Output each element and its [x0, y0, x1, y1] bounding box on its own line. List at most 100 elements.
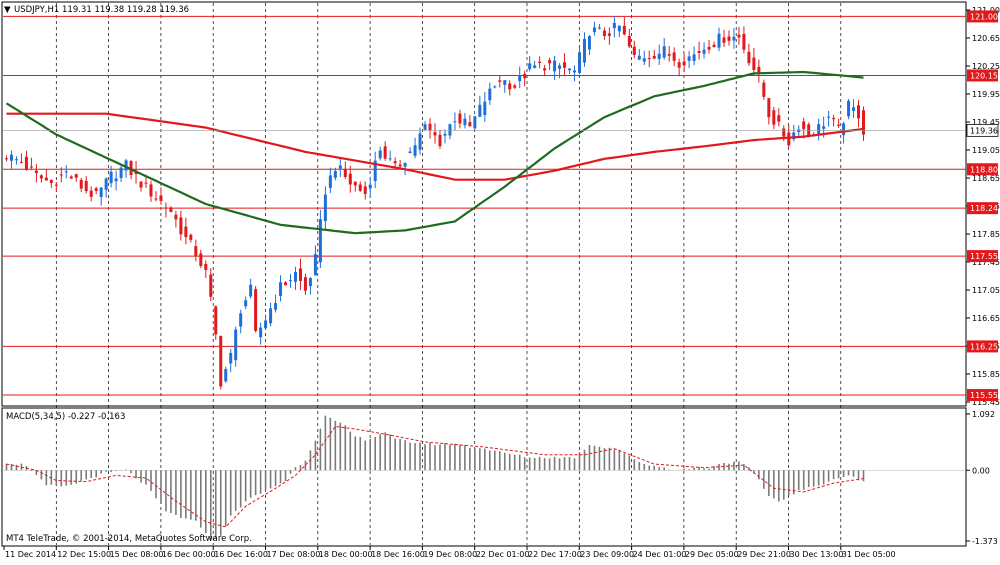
candle[interactable]	[149, 180, 153, 202]
candle[interactable]	[84, 176, 88, 194]
candle[interactable]	[219, 335, 223, 390]
candle[interactable]	[24, 150, 28, 171]
candle[interactable]	[832, 114, 836, 127]
candle[interactable]	[79, 177, 83, 193]
candle[interactable]	[44, 169, 48, 181]
candle[interactable]	[777, 108, 781, 127]
candle[interactable]	[388, 150, 392, 162]
candle[interactable]	[433, 123, 437, 144]
candle[interactable]	[199, 249, 203, 269]
candle[interactable]	[418, 127, 422, 155]
candle[interactable]	[259, 322, 263, 345]
candle[interactable]	[124, 158, 128, 179]
candle[interactable]	[269, 302, 273, 327]
candle[interactable]	[637, 49, 641, 61]
candle[interactable]	[478, 95, 482, 118]
candle[interactable]	[558, 63, 562, 79]
candle[interactable]	[14, 156, 18, 165]
candle[interactable]	[717, 27, 721, 52]
candle[interactable]	[737, 26, 741, 45]
candle[interactable]	[443, 129, 447, 144]
candle[interactable]	[543, 64, 547, 76]
candle[interactable]	[438, 130, 442, 149]
candle[interactable]	[398, 159, 402, 169]
candle[interactable]	[483, 91, 487, 122]
candle[interactable]	[468, 115, 472, 128]
candle[interactable]	[827, 110, 831, 127]
candle[interactable]	[328, 167, 332, 194]
candle[interactable]	[338, 157, 342, 178]
candle[interactable]	[74, 173, 78, 182]
candle[interactable]	[493, 85, 497, 89]
candle[interactable]	[582, 32, 586, 67]
candle[interactable]	[348, 165, 352, 193]
candle[interactable]	[518, 66, 522, 89]
candle[interactable]	[453, 112, 457, 131]
candle[interactable]	[19, 153, 23, 164]
candle[interactable]	[308, 277, 312, 295]
candle[interactable]	[757, 59, 761, 83]
candle[interactable]	[289, 274, 293, 288]
candle[interactable]	[587, 35, 591, 56]
candle[interactable]	[119, 165, 123, 183]
candle[interactable]	[159, 187, 163, 205]
candle[interactable]	[647, 50, 651, 68]
candle[interactable]	[383, 141, 387, 161]
candle[interactable]	[508, 80, 512, 96]
candle[interactable]	[4, 155, 8, 162]
candle[interactable]	[538, 56, 542, 69]
candle[interactable]	[99, 187, 103, 206]
candle[interactable]	[857, 99, 861, 128]
candle[interactable]	[642, 50, 646, 66]
candle[interactable]	[622, 17, 626, 36]
candle[interactable]	[697, 41, 701, 60]
candle[interactable]	[29, 157, 33, 171]
candle[interactable]	[293, 266, 297, 290]
candle[interactable]	[254, 286, 258, 333]
candle[interactable]	[358, 181, 362, 193]
symbol-dropdown-icon[interactable]: ▼	[4, 5, 11, 15]
candle[interactable]	[692, 46, 696, 66]
candle[interactable]	[612, 16, 616, 38]
candle[interactable]	[548, 57, 552, 71]
candle[interactable]	[602, 27, 606, 40]
candle[interactable]	[722, 29, 726, 48]
candle[interactable]	[662, 38, 666, 60]
candle[interactable]	[333, 167, 337, 181]
candle[interactable]	[189, 233, 193, 243]
candle[interactable]	[837, 118, 841, 128]
candle[interactable]	[488, 82, 492, 105]
candle[interactable]	[274, 294, 278, 313]
candle[interactable]	[523, 70, 527, 87]
candle[interactable]	[184, 217, 188, 245]
candle[interactable]	[279, 275, 283, 302]
candle[interactable]	[34, 164, 38, 183]
candle[interactable]	[408, 147, 412, 154]
candle[interactable]	[792, 124, 796, 142]
candle[interactable]	[607, 27, 611, 45]
candle[interactable]	[448, 123, 452, 140]
candle[interactable]	[423, 121, 427, 131]
candle[interactable]	[104, 177, 108, 198]
candle[interactable]	[672, 47, 676, 66]
candle[interactable]	[244, 296, 248, 310]
candle[interactable]	[284, 281, 288, 286]
candle[interactable]	[787, 125, 791, 148]
candle[interactable]	[592, 21, 596, 36]
candle[interactable]	[313, 245, 317, 276]
candle[interactable]	[667, 46, 671, 62]
ma-fast-line[interactable]	[5, 70, 864, 235]
candle[interactable]	[503, 79, 507, 93]
candle[interactable]	[194, 239, 198, 262]
candle[interactable]	[458, 109, 462, 129]
candle[interactable]	[323, 186, 327, 230]
candle[interactable]	[533, 60, 537, 69]
ma-slow-line[interactable]	[6, 112, 864, 181]
candle[interactable]	[747, 43, 751, 66]
candle[interactable]	[597, 24, 601, 30]
candle[interactable]	[209, 267, 213, 302]
candle[interactable]	[164, 202, 168, 218]
candle[interactable]	[234, 326, 238, 367]
candle[interactable]	[204, 260, 208, 278]
candle[interactable]	[712, 41, 716, 48]
